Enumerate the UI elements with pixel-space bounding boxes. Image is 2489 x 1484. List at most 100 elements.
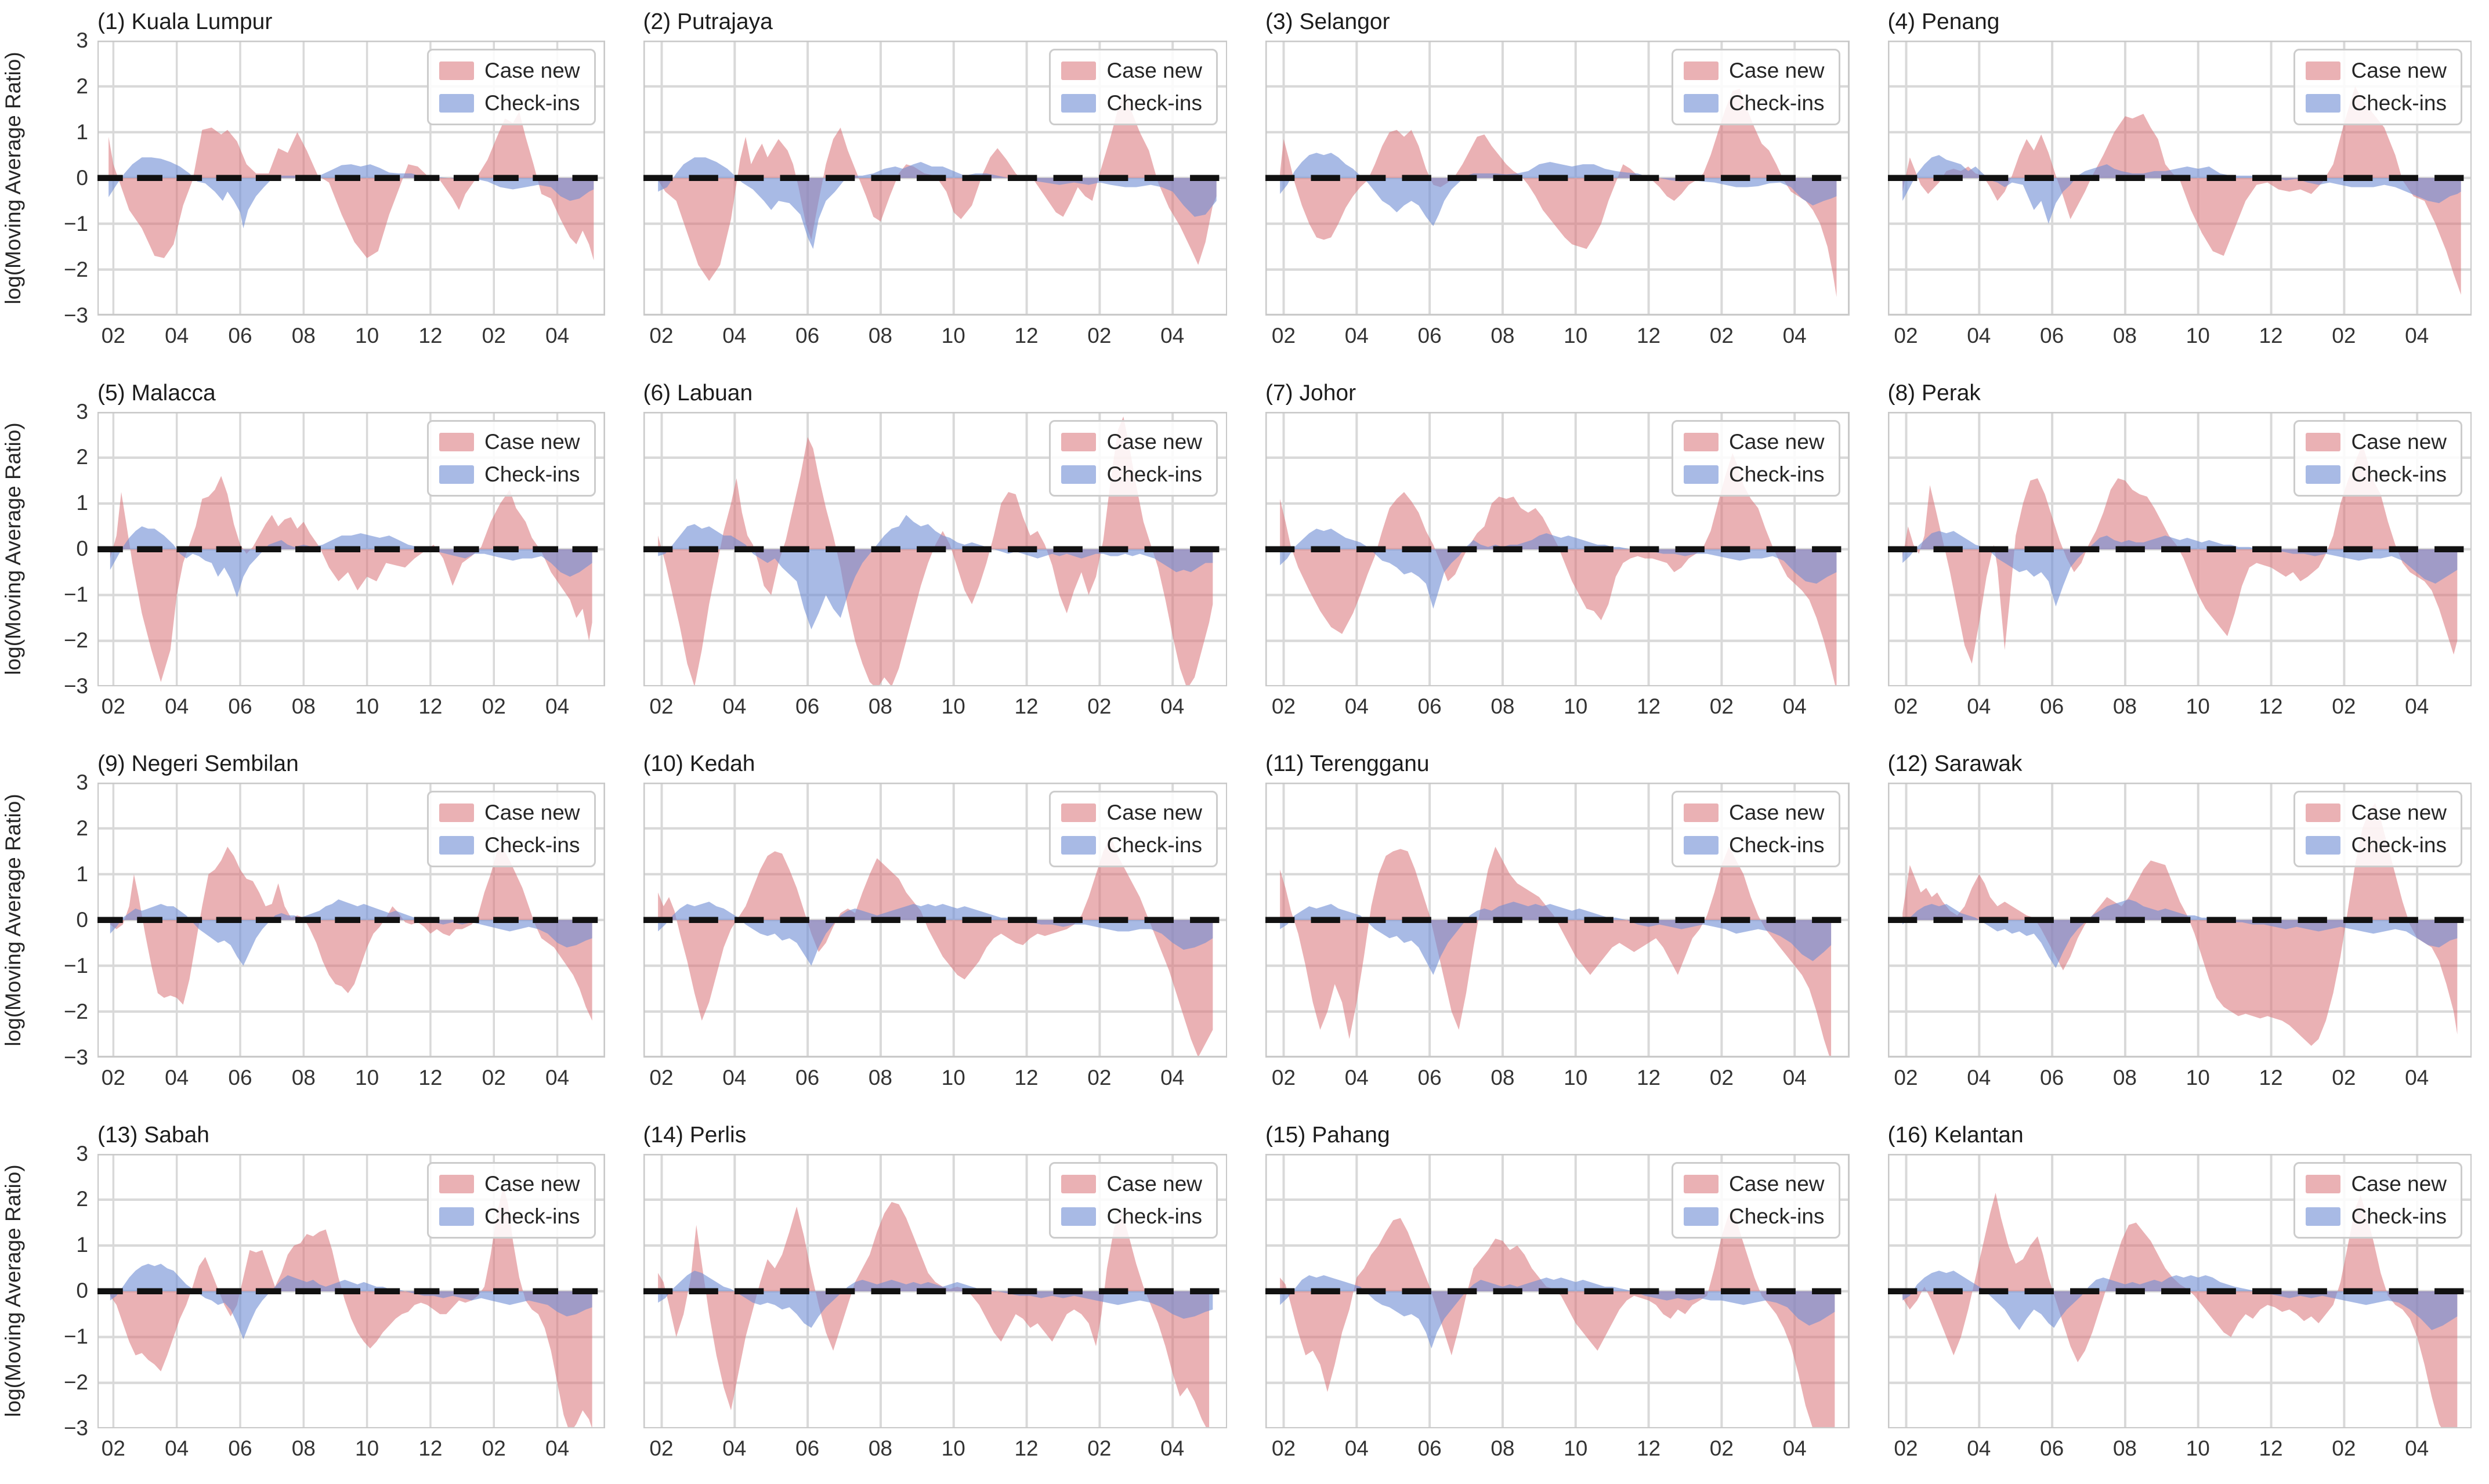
x-tick-label: 08 <box>2112 1436 2137 1460</box>
y-axis: log(Moving Average Ratio) 3 2 1 0 −1 −2 −3 <box>0 770 97 1069</box>
x-tick-label: 08 <box>1490 694 1515 718</box>
legend-label-checkins: Check-ins <box>484 1204 580 1228</box>
y-axis: log(Moving Average Ratio) 3 2 1 0 −1 −2 −3 <box>0 400 97 698</box>
subplot-title: (5) Malacca <box>97 380 216 406</box>
x-tick-label: 02 <box>2332 1436 2356 1460</box>
x-tick-label: 06 <box>228 323 252 348</box>
x-axis-ticks: 02 04 06 08 10 12 02 04 <box>97 686 605 722</box>
plot-area: Case new Check-ins <box>1265 783 1850 1058</box>
y-tick-label: −3 <box>63 674 88 698</box>
legend-label-checkins: Check-ins <box>1728 833 1825 857</box>
legend: Case new Check-ins <box>2293 791 2462 867</box>
x-tick-label: 10 <box>355 694 379 718</box>
legend-item-case-new: Case new <box>1683 801 1825 825</box>
y-axis-label: log(Moving Average Ratio) <box>1 794 25 1047</box>
y-tick-label: 2 <box>76 445 88 469</box>
legend-item-case-new: Case new <box>439 430 580 454</box>
x-tick-label: 02 <box>1894 1065 1918 1090</box>
x-tick-label: 10 <box>355 1436 379 1460</box>
x-tick-label: 08 <box>2112 694 2137 718</box>
legend-label-checkins: Check-ins <box>1728 1204 1825 1228</box>
x-tick-label: 04 <box>1344 1436 1369 1460</box>
y-axis <box>1867 412 1888 687</box>
subplot-title: (4) Penang <box>1887 9 2000 34</box>
x-tick-label: 10 <box>355 323 379 348</box>
x-tick-label: 10 <box>941 323 965 348</box>
x-tick-label: 06 <box>795 1065 820 1090</box>
y-axis <box>623 412 643 687</box>
x-tick-label: 10 <box>2186 1065 2210 1090</box>
legend: Case new Check-ins <box>1049 791 1218 867</box>
y-tick-label: −3 <box>63 1045 88 1069</box>
checkins-swatch-icon <box>2306 465 2341 484</box>
x-tick-label: 08 <box>868 694 892 718</box>
case-new-swatch-icon <box>439 432 474 451</box>
legend-item-checkins: Check-ins <box>1061 1204 1202 1229</box>
x-tick-label: 12 <box>1014 1436 1039 1460</box>
y-axis <box>1867 783 1888 1058</box>
x-axis-ticks: 02 04 06 08 10 12 02 04 <box>1888 316 2472 352</box>
x-axis-ticks: 02 04 06 08 10 12 02 04 <box>97 316 605 352</box>
legend: Case new Check-ins <box>426 1161 596 1239</box>
x-tick-label: 04 <box>545 694 570 718</box>
y-axis <box>623 1154 643 1429</box>
case-new-swatch-icon <box>1683 61 1719 80</box>
legend-label-checkins: Check-ins <box>1728 462 1825 486</box>
x-tick-label: 06 <box>1417 1436 1442 1460</box>
x-tick-label: 02 <box>1709 1436 1734 1460</box>
case-new-swatch-icon <box>1683 432 1719 451</box>
y-axis <box>1244 783 1265 1058</box>
plot-canvas <box>1265 783 1850 1058</box>
x-tick-label: 10 <box>1564 1436 1588 1460</box>
legend-item-checkins: Check-ins <box>2306 91 2447 115</box>
legend-item-checkins: Check-ins <box>439 462 580 487</box>
checkins-swatch-icon <box>1683 1207 1719 1226</box>
y-tick-label: −1 <box>63 953 88 978</box>
x-axis-ticks: 02 04 06 08 10 12 02 04 <box>1888 686 2472 722</box>
x-tick-label: 02 <box>1271 694 1296 718</box>
legend-label-checkins: Check-ins <box>484 462 580 486</box>
checkins-swatch-icon <box>1061 94 1097 113</box>
subplot: (13) Sabah log(Moving Average Ratio) 3 2 1 0… <box>0 1113 623 1484</box>
x-tick-label: 04 <box>1967 694 1991 718</box>
subplot: (14) Perlis Case new Check-ins 02 04 06 08 1… <box>623 1113 1245 1484</box>
x-tick-label: 02 <box>1894 694 1918 718</box>
x-tick-label: 04 <box>1967 1436 1991 1460</box>
y-axis-label: log(Moving Average Ratio) <box>1 422 25 675</box>
x-tick-label: 04 <box>2405 323 2429 348</box>
y-tick-label: −3 <box>63 1416 88 1440</box>
legend-item-case-new: Case new <box>1061 59 1202 83</box>
subplot: (7) Johor Case new Check-ins 02 04 06 08 10 1… <box>1244 371 1867 743</box>
legend-label-case-new: Case new <box>2351 59 2447 82</box>
legend-label-case-new: Case new <box>484 59 580 82</box>
x-tick-label: 06 <box>228 1436 252 1460</box>
x-tick-label: 06 <box>228 694 252 718</box>
x-tick-label: 02 <box>2332 1065 2356 1090</box>
subplot: (12) Sarawak Case new Check-ins 02 04 06 08… <box>1867 742 2489 1113</box>
legend-label-checkins: Check-ins <box>2351 462 2447 486</box>
plot-canvas <box>1265 1153 1850 1428</box>
subplot-title: (15) Pahang <box>1265 1122 1390 1148</box>
checkins-swatch-icon <box>1061 836 1097 855</box>
x-tick-label: 04 <box>545 1436 570 1460</box>
x-tick-label: 08 <box>291 323 316 348</box>
legend-label-checkins: Check-ins <box>2351 1204 2447 1228</box>
legend: Case new Check-ins <box>1049 1161 1218 1239</box>
y-tick-label: 2 <box>76 74 88 98</box>
plot-area: Case new Check-ins <box>1265 411 1850 686</box>
x-tick-label: 02 <box>101 1065 125 1090</box>
y-tick-label: 1 <box>76 120 88 144</box>
subplot-title: (7) Johor <box>1265 380 1356 406</box>
x-tick-label: 02 <box>1894 1436 1918 1460</box>
x-tick-label: 04 <box>1160 1065 1185 1090</box>
legend-label-case-new: Case new <box>1728 801 1825 824</box>
checkins-swatch-icon <box>439 836 474 855</box>
subplot: (9) Negeri Sembilan log(Moving Average R… <box>0 742 623 1113</box>
x-tick-label: 02 <box>482 1065 506 1090</box>
y-tick-label: 3 <box>76 399 88 424</box>
legend-item-checkins: Check-ins <box>2306 833 2447 857</box>
y-axis <box>623 41 643 316</box>
x-tick-label: 04 <box>165 1436 189 1460</box>
y-tick-label: 2 <box>76 1187 88 1211</box>
legend-item-case-new: Case new <box>2306 801 2447 825</box>
